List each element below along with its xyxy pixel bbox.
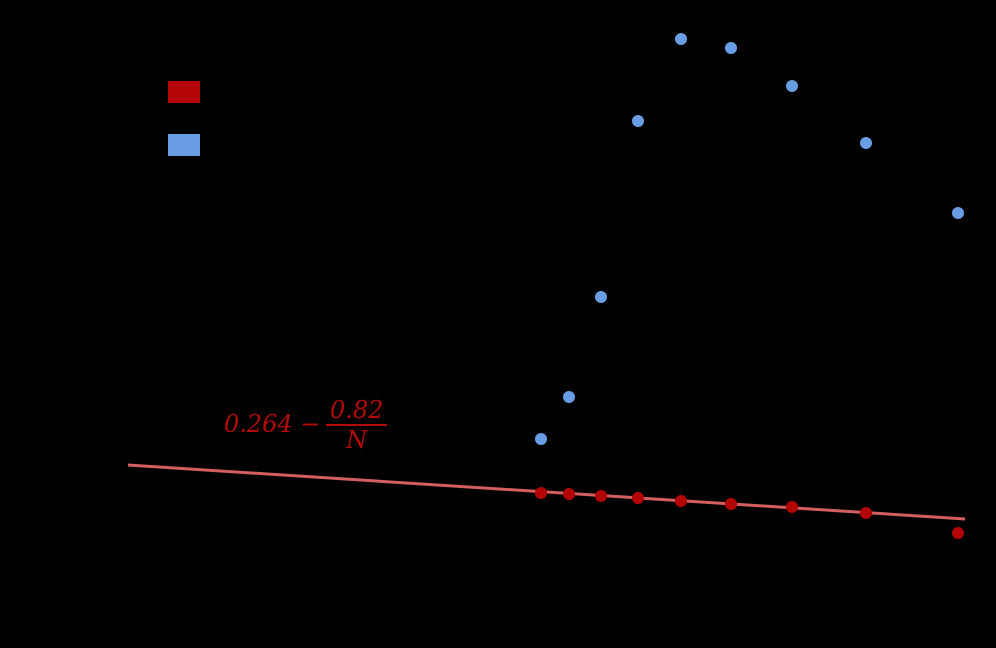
fit-constant: 0.264: [224, 410, 293, 438]
data-point: [632, 492, 644, 504]
data-point: [632, 115, 644, 127]
legend-swatch-red: [168, 81, 200, 103]
fit-numerator: 0.82: [326, 396, 388, 426]
fit-denominator: N: [346, 426, 368, 454]
series-blue-points: [535, 33, 964, 445]
fit-annotation-constant: 0.264 −: [224, 410, 320, 438]
data-point: [595, 291, 607, 303]
data-point: [675, 495, 687, 507]
data-point: [860, 507, 872, 519]
fit-minus: −: [300, 410, 321, 438]
data-point: [786, 501, 798, 513]
data-point: [725, 498, 737, 510]
data-point: [952, 527, 964, 539]
data-point: [952, 207, 964, 219]
data-point: [725, 42, 737, 54]
data-point: [860, 137, 872, 149]
data-point: [786, 80, 798, 92]
data-point: [535, 433, 547, 445]
series-red-points: [535, 487, 964, 539]
legend-swatch-blue: [168, 134, 200, 156]
data-point: [563, 391, 575, 403]
data-point: [535, 487, 547, 499]
fit-annotation-fraction: 0.82 N: [326, 396, 388, 454]
data-point: [595, 490, 607, 502]
data-point: [675, 33, 687, 45]
data-point: [563, 488, 575, 500]
